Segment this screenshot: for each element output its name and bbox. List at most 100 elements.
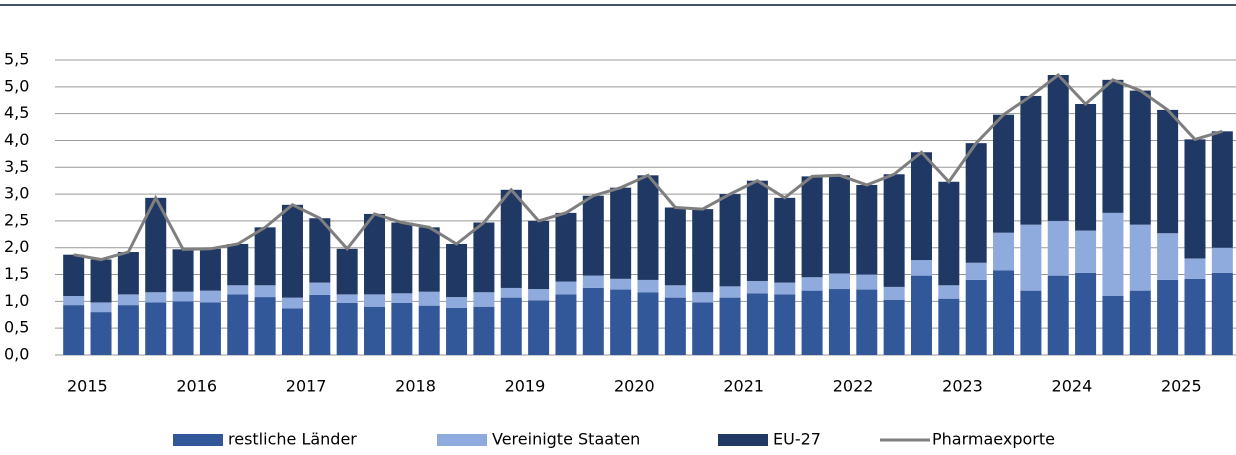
x-tick-label: 2024 — [1052, 377, 1093, 396]
bar-segment — [664, 285, 686, 298]
bar-segment — [1211, 131, 1233, 248]
bar-segment — [774, 197, 796, 283]
bar-segment — [883, 299, 905, 355]
y-tick-label: 0,5 — [4, 318, 29, 337]
y-tick-label: 4,5 — [4, 103, 29, 122]
y-tick-label: 0,0 — [4, 345, 29, 364]
bar-segment — [90, 302, 112, 313]
bar-segment — [910, 152, 932, 261]
bar-segment — [309, 218, 331, 283]
bar-segment — [145, 292, 167, 303]
bar-segment — [965, 279, 987, 355]
y-tick-label: 1,0 — [4, 291, 29, 310]
bar-segment — [582, 195, 604, 276]
bar-segment — [774, 294, 796, 355]
bar-segment — [391, 302, 413, 355]
bar-segment — [1020, 224, 1042, 291]
legend-label: restliche Länder — [228, 430, 357, 449]
x-tick-label: 2016 — [176, 377, 217, 396]
bar-segment — [1075, 272, 1097, 355]
bar-segment — [938, 285, 960, 299]
y-tick-label: 3,5 — [4, 157, 29, 176]
bar-segment — [828, 273, 850, 290]
x-tick-label: 2017 — [286, 377, 327, 396]
bar-segment — [418, 305, 440, 355]
bar-segment — [719, 297, 741, 355]
legend-swatch — [718, 434, 768, 446]
bar-segment — [199, 302, 221, 355]
bar-segment — [719, 286, 741, 298]
bar-segment — [418, 291, 440, 306]
bar-segment — [1129, 224, 1151, 291]
bar-segment — [500, 189, 522, 288]
bar-segment — [63, 305, 85, 355]
x-tick-label: 2022 — [833, 377, 874, 396]
bar-segment — [965, 143, 987, 263]
legend-label: Pharmaexporte — [932, 430, 1055, 449]
bar-segment — [555, 212, 577, 282]
bar-segment — [63, 254, 85, 296]
legend-label: EU-27 — [773, 430, 821, 449]
x-tick-label: 2020 — [614, 377, 655, 396]
bar-segment — [746, 180, 768, 281]
bar-segment — [610, 187, 632, 279]
bar-segment — [364, 306, 386, 355]
bar-segment — [856, 274, 878, 290]
bar-segment — [528, 300, 550, 355]
bar-segment — [883, 286, 905, 300]
bar-segment — [1020, 95, 1042, 225]
bar-segment — [254, 297, 276, 355]
bar-segment — [227, 294, 249, 355]
bar-segment — [1211, 247, 1233, 273]
x-tick-label: 2023 — [942, 377, 983, 396]
bar-segment — [1102, 212, 1124, 296]
bar-segment — [692, 209, 714, 293]
bar-segment — [336, 302, 358, 355]
x-tick-label: 2021 — [723, 377, 764, 396]
bar-segment — [1184, 278, 1206, 355]
legend-swatch — [173, 434, 223, 446]
bar-segment — [856, 184, 878, 275]
bar-segment — [1102, 79, 1124, 213]
x-tick-label: 2018 — [395, 377, 436, 396]
bar-segment — [993, 232, 1015, 271]
legend-label: Vereinigte Staaten — [492, 430, 640, 449]
y-tick-label: 4,0 — [4, 130, 29, 149]
bar-segment — [145, 302, 167, 355]
bar-segment — [117, 294, 139, 306]
y-tick-label: 2,0 — [4, 237, 29, 256]
bar-segment — [555, 294, 577, 355]
bar-segment — [172, 291, 194, 302]
bar-segment — [774, 282, 796, 295]
bar-segment — [1075, 103, 1097, 231]
bar-segment — [336, 248, 358, 295]
bar-segment — [828, 289, 850, 355]
x-tick-label: 2015 — [67, 377, 108, 396]
bar-segment — [1157, 109, 1179, 234]
bar-segment — [582, 275, 604, 288]
bar-segment — [938, 181, 960, 286]
bar-segment — [637, 279, 659, 293]
bar-segment — [801, 176, 823, 278]
bar-segment — [719, 194, 741, 287]
y-tick-label: 2,5 — [4, 210, 29, 229]
bar-segment — [90, 312, 112, 355]
bar-segment — [1129, 90, 1151, 225]
bar-segment — [473, 306, 495, 355]
bar-segment — [227, 243, 249, 286]
bar-segment — [172, 301, 194, 355]
bar-segment — [1075, 230, 1097, 273]
bar-segment — [910, 275, 932, 355]
bar-segment — [1184, 258, 1206, 279]
bar-segment — [938, 298, 960, 355]
bar-segment — [1129, 290, 1151, 355]
bar-segment — [801, 277, 823, 291]
bar-segment — [1020, 290, 1042, 355]
bar-segment — [500, 287, 522, 298]
bar-segment — [828, 175, 850, 274]
bar-segment — [883, 174, 905, 287]
bar-segment — [910, 260, 932, 276]
bar-segment — [1047, 275, 1069, 355]
bar-segment — [281, 308, 303, 355]
